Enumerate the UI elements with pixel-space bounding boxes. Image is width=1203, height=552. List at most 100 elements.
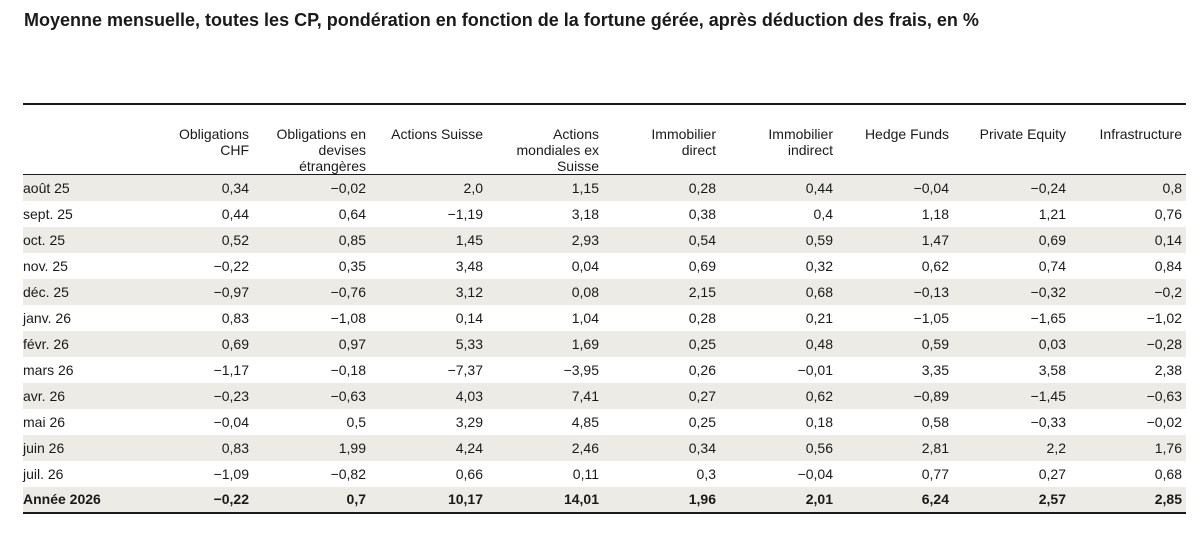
row-label: août 25 — [23, 174, 153, 201]
cell-infrastructure: −1,02 — [1146, 309, 1182, 326]
cell-hedge-funds: 0,77 — [921, 465, 949, 482]
cell-private-equity: −0,24 — [953, 174, 1070, 201]
cell-immobilier-direct: 0,3 — [696, 465, 716, 482]
cell-hedge-funds: 0,62 — [921, 257, 949, 274]
cell-actions-suisse: 4,24 — [370, 434, 487, 461]
cell-hedge-funds: 3,35 — [921, 361, 949, 378]
cell-private-equity: −0,32 — [953, 278, 1070, 305]
cell-immobilier-direct: 0,69 — [688, 257, 716, 274]
table-row: mars 26 −1,17 −0,18 −7,37 −3,95 0,26 −0,01 3,35… — [23, 357, 1186, 383]
cell-obligations-en-devises-etrangeres: 0,85 — [253, 226, 370, 253]
cell-obligations-chf: 0,34 — [153, 174, 253, 201]
row-label: déc. 25 — [23, 278, 153, 305]
cell-immobilier-direct: 0,54 — [603, 226, 720, 253]
cell-obligations-chf: 0,52 — [153, 226, 253, 253]
cell-obligations-chf: −0,22 — [153, 486, 253, 514]
cell-actions-mondiales-ex-suisse: −3,95 — [563, 361, 599, 378]
cell-actions-mondiales-ex-suisse: 1,15 — [487, 174, 603, 201]
page-title: Moyenne mensuelle, toutes les CP, pondér… — [24, 10, 979, 30]
cell-immobilier-direct: 0,25 — [688, 413, 716, 430]
cell-private-equity: 0,69 — [953, 226, 1070, 253]
cell-infrastructure: 0,84 — [1154, 257, 1182, 274]
cell-immobilier-indirect: −0,01 — [797, 361, 833, 378]
cell-immobilier-indirect: −0,04 — [797, 465, 833, 482]
table-row: sept. 25 0,44 0,64 −1,19 3,18 0,38 0,4 1,18 1,21… — [23, 201, 1186, 227]
cell-actions-mondiales-ex-suisse: 2,93 — [487, 226, 603, 253]
column-header-infrastructure: Infrastructure — [1070, 104, 1186, 175]
row-label: oct. 25 — [23, 226, 153, 253]
table-body: août 25 0,34 −0,02 2,0 1,15 0,28 0,44 −0,04 −0,2… — [23, 174, 1186, 514]
cell-obligations-chf: 0,44 — [221, 205, 249, 222]
cell-immobilier-indirect: 0,4 — [813, 205, 833, 222]
cell-immobilier-indirect: 0,44 — [720, 174, 837, 201]
table-row: août 25 0,34 −0,02 2,0 1,15 0,28 0,44 −0,04 −0,2… — [23, 174, 1186, 201]
cell-infrastructure: −0,28 — [1070, 330, 1186, 357]
cell-obligations-chf: −0,97 — [153, 278, 253, 305]
cell-infrastructure: −0,2 — [1070, 278, 1186, 305]
cell-actions-suisse: 3,12 — [370, 278, 487, 305]
cell-actions-mondiales-ex-suisse: 2,46 — [487, 434, 603, 461]
cell-immobilier-direct: 0,38 — [688, 205, 716, 222]
table-row: déc. 25 −0,97 −0,76 3,12 0,08 2,15 0,68 −0,13 −0… — [23, 278, 1186, 305]
table-row: févr. 26 0,69 0,97 5,33 1,69 0,25 0,48 0,59 0,03… — [23, 330, 1186, 357]
cell-hedge-funds: 0,58 — [921, 413, 949, 430]
row-label: mars 26 — [23, 361, 74, 378]
table-row: oct. 25 0,52 0,85 1,45 2,93 0,54 0,59 1,47 0,69 0… — [23, 226, 1186, 253]
cell-infrastructure: 0,14 — [1070, 226, 1186, 253]
cell-actions-mondiales-ex-suisse: 0,04 — [571, 257, 599, 274]
cell-obligations-en-devises-etrangeres: 0,64 — [338, 205, 366, 222]
cell-hedge-funds: −0,89 — [837, 382, 953, 409]
column-header-immobilier-direct: Immobilier direct — [603, 104, 720, 175]
cell-hedge-funds: −0,13 — [837, 278, 953, 305]
cell-immobilier-direct: 2,15 — [603, 278, 720, 305]
cell-immobilier-direct: 0,28 — [603, 174, 720, 201]
cell-obligations-en-devises-etrangeres: 0,7 — [253, 486, 370, 514]
table-row: nov. 25 −0,22 0,35 3,48 0,04 0,69 0,32 0,62 0,74… — [23, 253, 1186, 279]
cell-infrastructure: 2,85 — [1070, 486, 1186, 514]
cell-immobilier-direct: 0,27 — [603, 382, 720, 409]
column-header-actions-mondiales-ex-suisse: Actions mondiales ex Suisse — [487, 104, 603, 175]
cell-immobilier-direct: 0,28 — [688, 309, 716, 326]
cell-actions-suisse: −7,37 — [447, 361, 483, 378]
cell-obligations-en-devises-etrangeres: 0,97 — [253, 330, 370, 357]
cell-actions-suisse: 0,66 — [455, 465, 483, 482]
cell-actions-suisse: 2,0 — [370, 174, 487, 201]
returns-table: Obligations CHF Obligations en devises ét… — [23, 103, 1186, 514]
cell-private-equity: 1,21 — [1038, 205, 1066, 222]
table-row: mai 26 −0,04 0,5 3,29 4,85 0,25 0,18 0,58 −0,33 −… — [23, 409, 1186, 435]
cell-hedge-funds: −1,05 — [913, 309, 949, 326]
cell-actions-suisse: 3,29 — [455, 413, 483, 430]
cell-actions-mondiales-ex-suisse: 14,01 — [487, 486, 603, 514]
column-header-immobilier-indirect: Immobilier indirect — [720, 104, 837, 175]
cell-obligations-chf: 0,69 — [153, 330, 253, 357]
cell-obligations-en-devises-etrangeres: 0,35 — [338, 257, 366, 274]
cell-immobilier-direct: 1,96 — [603, 486, 720, 514]
cell-hedge-funds: 6,24 — [837, 486, 953, 514]
cell-immobilier-indirect: 0,18 — [805, 413, 833, 430]
table-row: avr. 26 −0,23 −0,63 4,03 7,41 0,27 0,62 −0,89 −1… — [23, 382, 1186, 409]
cell-obligations-chf: 0,83 — [221, 309, 249, 326]
cell-hedge-funds: 1,18 — [921, 205, 949, 222]
row-label: avr. 26 — [23, 382, 153, 409]
cell-private-equity: 0,27 — [1038, 465, 1066, 482]
cell-private-equity: 0,03 — [953, 330, 1070, 357]
cell-actions-mondiales-ex-suisse: 0,08 — [487, 278, 603, 305]
cell-obligations-chf: −0,23 — [153, 382, 253, 409]
cell-obligations-en-devises-etrangeres: −0,02 — [253, 174, 370, 201]
row-label: juil. 26 — [23, 465, 64, 482]
cell-infrastructure: 0,68 — [1154, 465, 1182, 482]
cell-immobilier-indirect: 0,68 — [720, 278, 837, 305]
table-header-row: Obligations CHF Obligations en devises ét… — [23, 104, 1186, 175]
cell-actions-mondiales-ex-suisse: 4,85 — [571, 413, 599, 430]
cell-obligations-en-devises-etrangeres: −0,63 — [253, 382, 370, 409]
column-header-obligations-chf: Obligations CHF — [153, 104, 253, 175]
cell-actions-mondiales-ex-suisse: 1,04 — [571, 309, 599, 326]
column-header-obligations-en-devises-etrangeres: Obligations en devises étrangères — [253, 104, 370, 175]
cell-hedge-funds: −0,04 — [837, 174, 953, 201]
cell-obligations-en-devises-etrangeres: −1,08 — [330, 309, 366, 326]
cell-actions-suisse: 4,03 — [370, 382, 487, 409]
column-header-actions-suisse: Actions Suisse — [370, 104, 487, 175]
cell-private-equity: 0,74 — [1038, 257, 1066, 274]
cell-obligations-en-devises-etrangeres: −0,18 — [330, 361, 366, 378]
row-label: sept. 25 — [23, 205, 73, 222]
